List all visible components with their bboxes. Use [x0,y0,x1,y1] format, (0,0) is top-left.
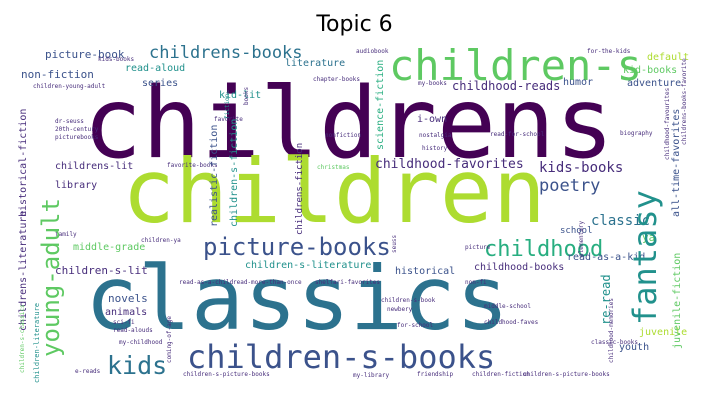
word: children-s-picture-books [183,371,270,378]
word: read-more-than-once [233,279,302,286]
word: young-adult [37,198,65,357]
word: childrens-lit [55,161,134,172]
word: youth [619,342,650,353]
word: kids [107,351,168,380]
word: seuss [391,234,398,253]
word: childhood-favourites [664,87,671,160]
word: coming-of-age [166,316,173,363]
word: juvenile-fiction [672,252,683,349]
word: classic-books [591,339,638,346]
word-cloud: childrens children classics children-s c… [17,45,692,383]
word: historical-fiction [18,108,29,217]
word: classics [85,247,509,350]
word: children-s-books [187,338,496,376]
word: kids-books [98,56,135,63]
word: middle-grade [73,242,146,253]
word: non-fi [465,279,487,286]
word: classic [591,213,651,229]
word: read-aloud [125,63,186,74]
word: sci-fi [113,319,135,326]
word: children-ya [141,237,181,244]
word: kid-lit [219,90,262,101]
word: juvenile [639,327,688,338]
word: children-s-picture-books [523,371,610,378]
word: childhood-favorites [375,157,524,172]
word: read-as-a-kid [567,252,646,263]
word: christmas [317,164,350,171]
word: picture [465,244,491,251]
word: e-reads [75,368,101,375]
word: biography [620,130,653,137]
word: picture-books [203,233,391,261]
word: historical [395,266,456,277]
word: humor [563,77,594,88]
word: nostalgia [419,132,452,139]
word: newbery [387,306,413,313]
word: children-s [389,45,642,90]
word: history [422,145,448,152]
word: picturebooks [55,134,99,141]
word: childrens-books-favorite [681,58,688,145]
word: library [55,180,98,191]
word: kids-books [539,160,624,176]
word: family [55,231,77,238]
word: fantasy [626,190,664,325]
word: picture-book [45,48,125,61]
word: childhood-books [474,262,565,273]
word: children-s-lit [55,264,148,277]
word: childhood-reads [452,79,561,93]
word: my-library [353,372,390,379]
word: series [142,78,179,89]
word: read-as-a-child [179,279,234,286]
word: childhood [484,237,604,262]
word: novels [108,292,148,305]
word: realistic-fiction [209,124,220,227]
word: read-alouds [113,327,153,334]
word: animals [105,307,148,318]
word: favorite-books [167,162,218,169]
word: dr-seuss [55,118,84,125]
word: poetry [539,176,601,196]
word: favorite [214,116,243,123]
word: school [560,226,593,236]
word: 20th-century [55,126,99,133]
word: children-s-classics [19,304,26,373]
word: adventure [627,78,682,89]
word: my-books [418,80,447,87]
chart-title: Topic 6 [316,12,393,37]
word: non-fiction [21,68,94,81]
word: my-childhood [119,339,163,346]
word: fiction [224,93,231,119]
word: shelfari-favorites [315,279,381,286]
word: children-literature [33,302,41,383]
word: for-school [397,322,434,329]
word: i-own [417,114,448,125]
word: elementary [578,220,585,257]
word: children-fiction [472,371,530,378]
word: kid-books [623,65,678,76]
word: books [243,86,250,105]
word: children-s-fiction [229,118,240,227]
word: children-young-adult [33,83,106,90]
word: nonfiction [325,132,362,139]
word: read-for-school [490,131,545,138]
word: for-the-kids [587,48,631,55]
word: literature [285,58,346,69]
word: middle-school [484,303,531,310]
word: children-s-literature [245,260,372,271]
word: childhood-faves [484,319,539,326]
word: childrens-fiction [295,142,305,235]
word: children-s-book [381,297,436,304]
word: childhood-memories [608,297,615,363]
word: science-fiction [375,59,386,150]
word: childrens-books [149,45,303,63]
word: childrens [83,67,615,181]
word: default [647,52,690,63]
word: children [122,140,546,243]
word: chapter-books [313,76,360,83]
word: friendship [417,371,454,378]
word: ya [642,231,656,244]
word: audiobook [356,48,389,55]
